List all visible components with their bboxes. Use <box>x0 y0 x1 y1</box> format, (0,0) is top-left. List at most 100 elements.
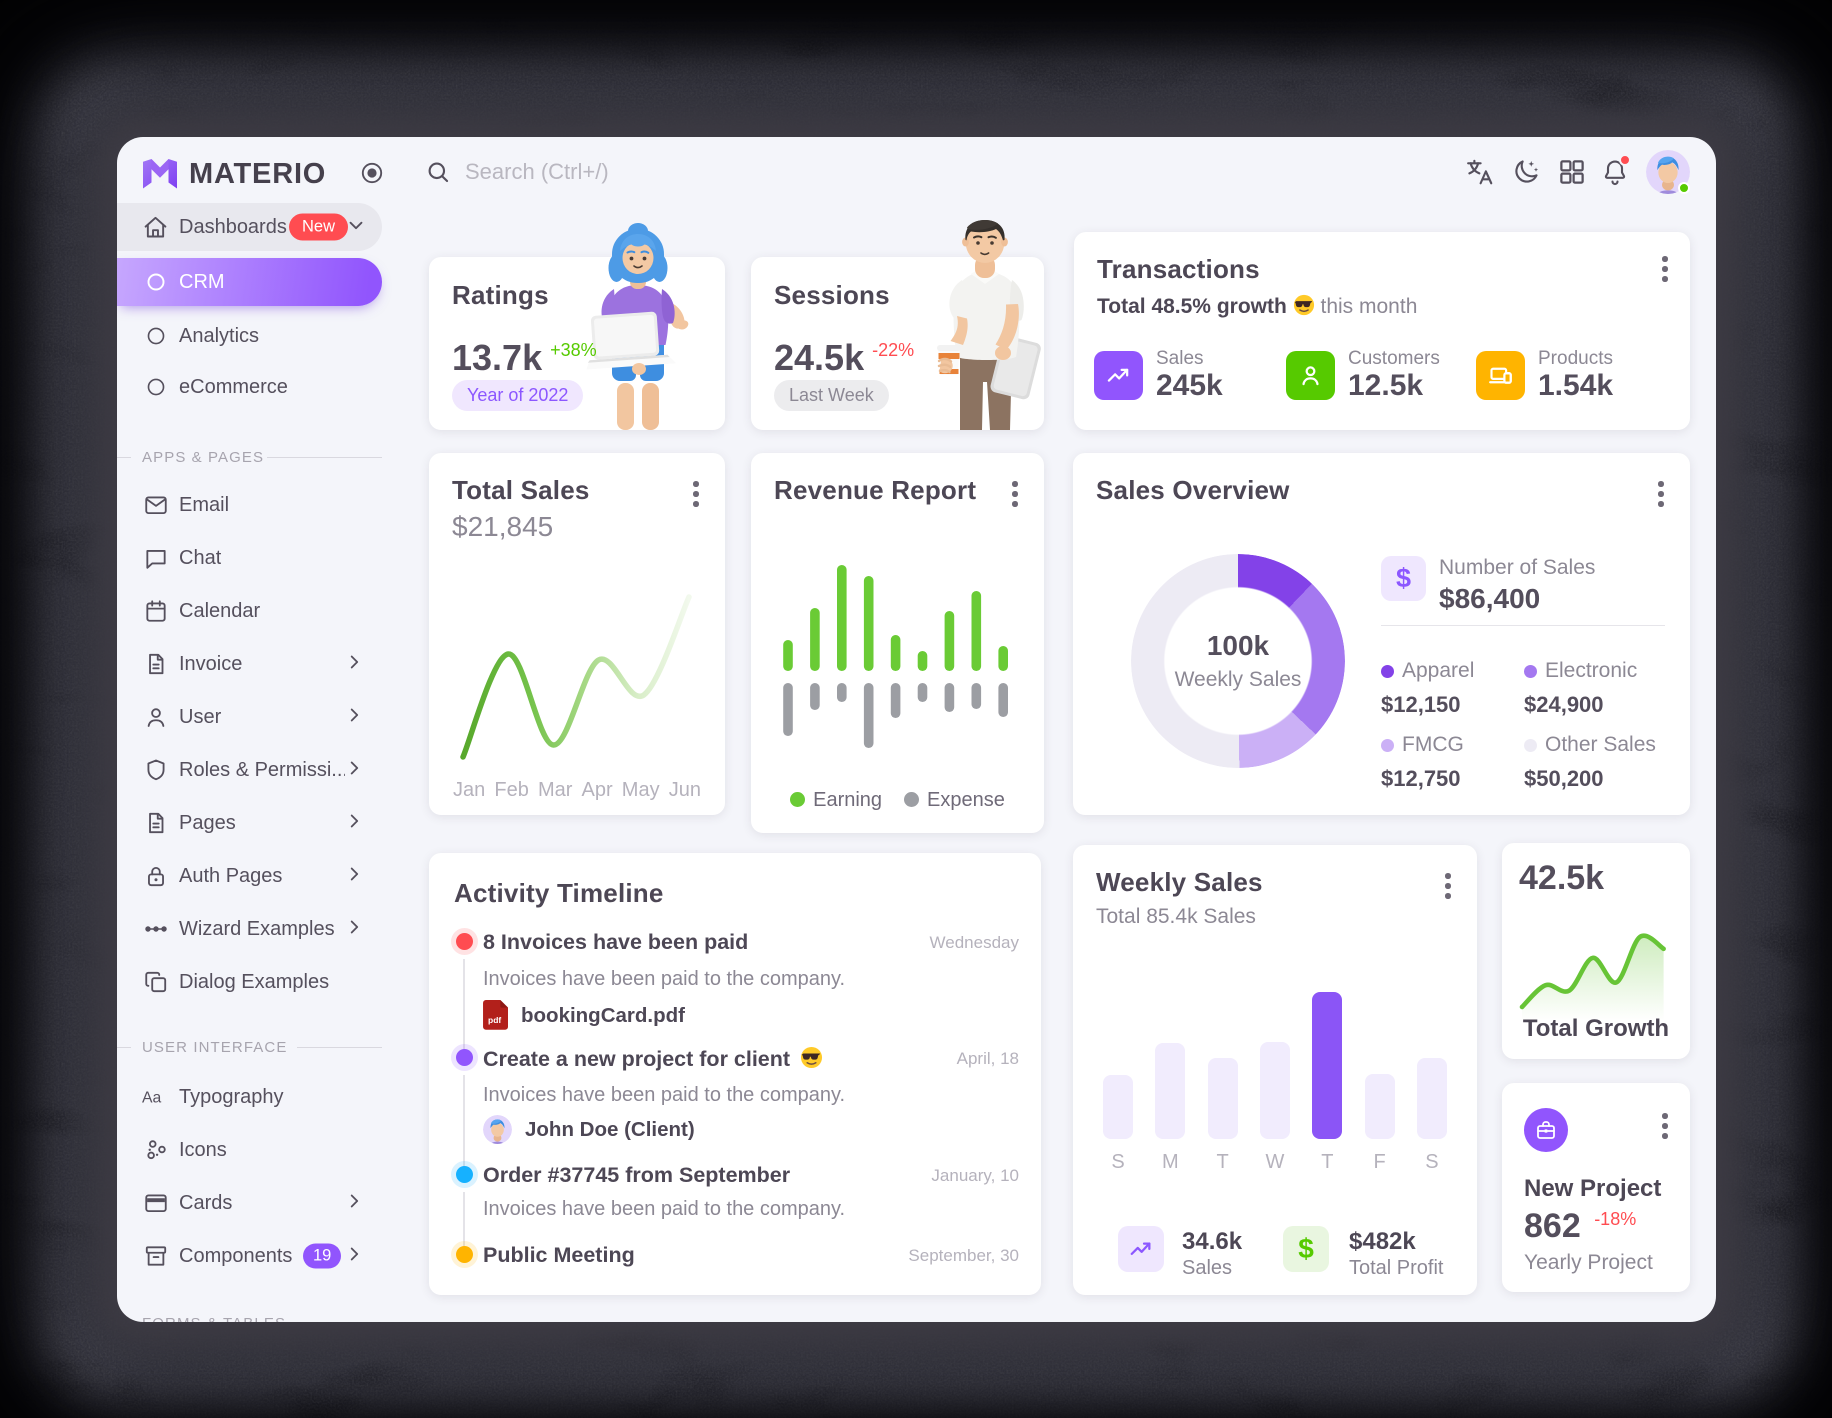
card-menu-button[interactable] <box>1012 481 1018 507</box>
donut-center-label: Weekly Sales <box>1174 668 1302 691</box>
sidebar-item-calendar[interactable]: Calendar <box>117 587 382 635</box>
weekly-stat-profit-label: Total Profit <box>1349 1257 1444 1279</box>
card-menu-button[interactable] <box>1662 256 1668 282</box>
stat-value: 12.5k <box>1348 369 1424 402</box>
chevron-right-icon <box>343 810 365 837</box>
weekly-stat-sales-label: Sales <box>1182 1257 1233 1279</box>
attachment[interactable]: pdf bookingCard.pdf <box>483 1000 685 1031</box>
timeline-item-date: Wednesday <box>929 933 1019 952</box>
sidebar-item-analytics[interactable]: Analytics <box>117 312 382 360</box>
ratings-badge: Year of 2022 <box>452 380 584 411</box>
section-label: FORMS & TABLES <box>142 1315 286 1323</box>
chevron-right-icon <box>343 863 365 890</box>
transactions-card: Transactions Total 48.5% growth this mon… <box>1074 232 1690 430</box>
sidebar-item-label: User <box>179 705 222 728</box>
card-icon <box>142 1190 169 1217</box>
section-label: USER INTERFACE <box>142 1038 288 1056</box>
timeline-connector <box>463 1192 465 1246</box>
timeline-item-title: Order #37745 from September <box>483 1163 791 1187</box>
weekly-bar <box>1155 1043 1186 1139</box>
notifications-button[interactable] <box>1600 154 1632 189</box>
legend-earning: Earning <box>790 789 882 812</box>
sidebar-item-label: Wizard Examples <box>179 917 335 940</box>
copy-icon <box>142 969 169 996</box>
timeline-connector <box>463 1075 465 1172</box>
user-avatar[interactable] <box>1646 150 1690 194</box>
sunglasses-emoji <box>801 1046 823 1069</box>
divider <box>1381 625 1665 626</box>
total-sales-x-labels: Jan Feb Mar Apr May Jun <box>453 779 701 801</box>
radio-circle-icon <box>142 323 169 350</box>
total-sales-value: $21,845 <box>452 511 554 542</box>
sidebar-item-label: eCommerce <box>179 375 288 398</box>
sidebar-item-label: Icons <box>179 1138 227 1161</box>
search-input[interactable]: Search (Ctrl+/) <box>465 159 609 184</box>
card-title: Sales Overview <box>1096 475 1290 505</box>
sales-overview-donut-chart <box>1131 554 1345 768</box>
sidebar-item-dialog-examples[interactable]: Dialog Examples <box>117 958 382 1006</box>
card-menu-button[interactable] <box>1445 873 1451 899</box>
new-project-delta: -18% <box>1594 1209 1637 1229</box>
grid-shortcuts-icon[interactable] <box>1557 157 1587 187</box>
products-stat-icon <box>1476 351 1525 400</box>
chat-icon <box>142 545 169 572</box>
sidebar-section-forms-tables: FORMS & TABLES <box>117 1313 382 1323</box>
sidebar-item-pages[interactable]: Pages <box>117 799 382 847</box>
timeline-item-title: Public Meeting <box>483 1243 635 1267</box>
atoms-icon <box>142 1137 169 1164</box>
sidebar-section-user-interface: USER INTERFACE <box>117 1037 382 1057</box>
sidebar-item-crm[interactable]: CRM <box>117 258 382 306</box>
timeline-item-date: September, 30 <box>908 1246 1019 1265</box>
stat-label: Sales <box>1156 348 1204 369</box>
sidebar-item-auth-pages[interactable]: Auth Pages <box>117 852 382 900</box>
sidebar-item-email[interactable]: Email <box>117 481 382 529</box>
card-title: Weekly Sales <box>1096 867 1263 897</box>
ratings-value: 13.7k +38% <box>452 337 597 378</box>
sidebar-item-roles-permissions[interactable]: Roles & Permissi... <box>117 746 382 794</box>
sessions-value: 24.5k -22% <box>774 337 915 378</box>
sidebar-item-ecommerce[interactable]: eCommerce <box>117 363 382 411</box>
status-dot <box>1678 182 1690 194</box>
sidebar-pin-icon[interactable] <box>360 161 384 185</box>
card-title: Ratings <box>452 280 549 310</box>
card-title: Revenue Report <box>774 475 977 505</box>
sidebar-item-label: Roles & Permissi... <box>179 758 345 781</box>
sidebar-item-dashboards[interactable]: Dashboards New <box>117 203 382 251</box>
search-icon[interactable] <box>425 159 452 186</box>
radio-circle-icon <box>142 374 169 401</box>
file-icon <box>142 651 169 678</box>
timeline-item-date: April, 18 <box>956 1049 1019 1068</box>
new-project-sub: Yearly Project <box>1524 1251 1653 1274</box>
card-menu-button[interactable] <box>1658 481 1664 507</box>
stat-label: Products <box>1538 348 1613 369</box>
sidebar-item-label: Invoice <box>179 652 243 675</box>
weekly-stat-sales-value: 34.6k <box>1182 1228 1243 1255</box>
dark-mode-icon[interactable] <box>1511 157 1541 187</box>
new-badge: New <box>289 213 349 241</box>
sidebar-item-invoice[interactable]: Invoice <box>117 640 382 688</box>
typography-icon: Aa <box>142 1084 169 1111</box>
sidebar-item-icons[interactable]: Icons <box>117 1126 382 1174</box>
shield-icon <box>142 757 169 784</box>
sidebar-item-user[interactable]: User <box>117 693 382 741</box>
sidebar-item-wizard-examples[interactable]: Wizard Examples <box>117 905 382 953</box>
email-icon <box>142 492 169 519</box>
lock-icon <box>142 863 169 890</box>
notification-dot <box>1619 154 1631 166</box>
chevron-right-icon <box>343 704 365 731</box>
donut-center-value: 100k <box>1206 630 1270 661</box>
sidebar-item-cards[interactable]: Cards <box>117 1179 382 1227</box>
sidebar-item-label: CRM <box>179 270 225 293</box>
sidebar-item-typography[interactable]: Aa Typography <box>117 1073 382 1121</box>
timeline-dot <box>456 1166 473 1183</box>
sidebar-item-components[interactable]: Components 19 <box>117 1232 382 1280</box>
translate-icon[interactable] <box>1465 157 1495 187</box>
card-menu-button[interactable] <box>1662 1113 1668 1139</box>
timeline-person: John Doe (Client) <box>483 1115 695 1144</box>
sidebar-item-chat[interactable]: Chat <box>117 534 382 582</box>
timeline-item-desc: Invoices have been paid to the company. <box>483 968 846 990</box>
card-menu-button[interactable] <box>693 481 699 507</box>
earning-dot <box>790 792 806 807</box>
new-project-card: New Project 862 -18% Yearly Project <box>1502 1083 1690 1292</box>
